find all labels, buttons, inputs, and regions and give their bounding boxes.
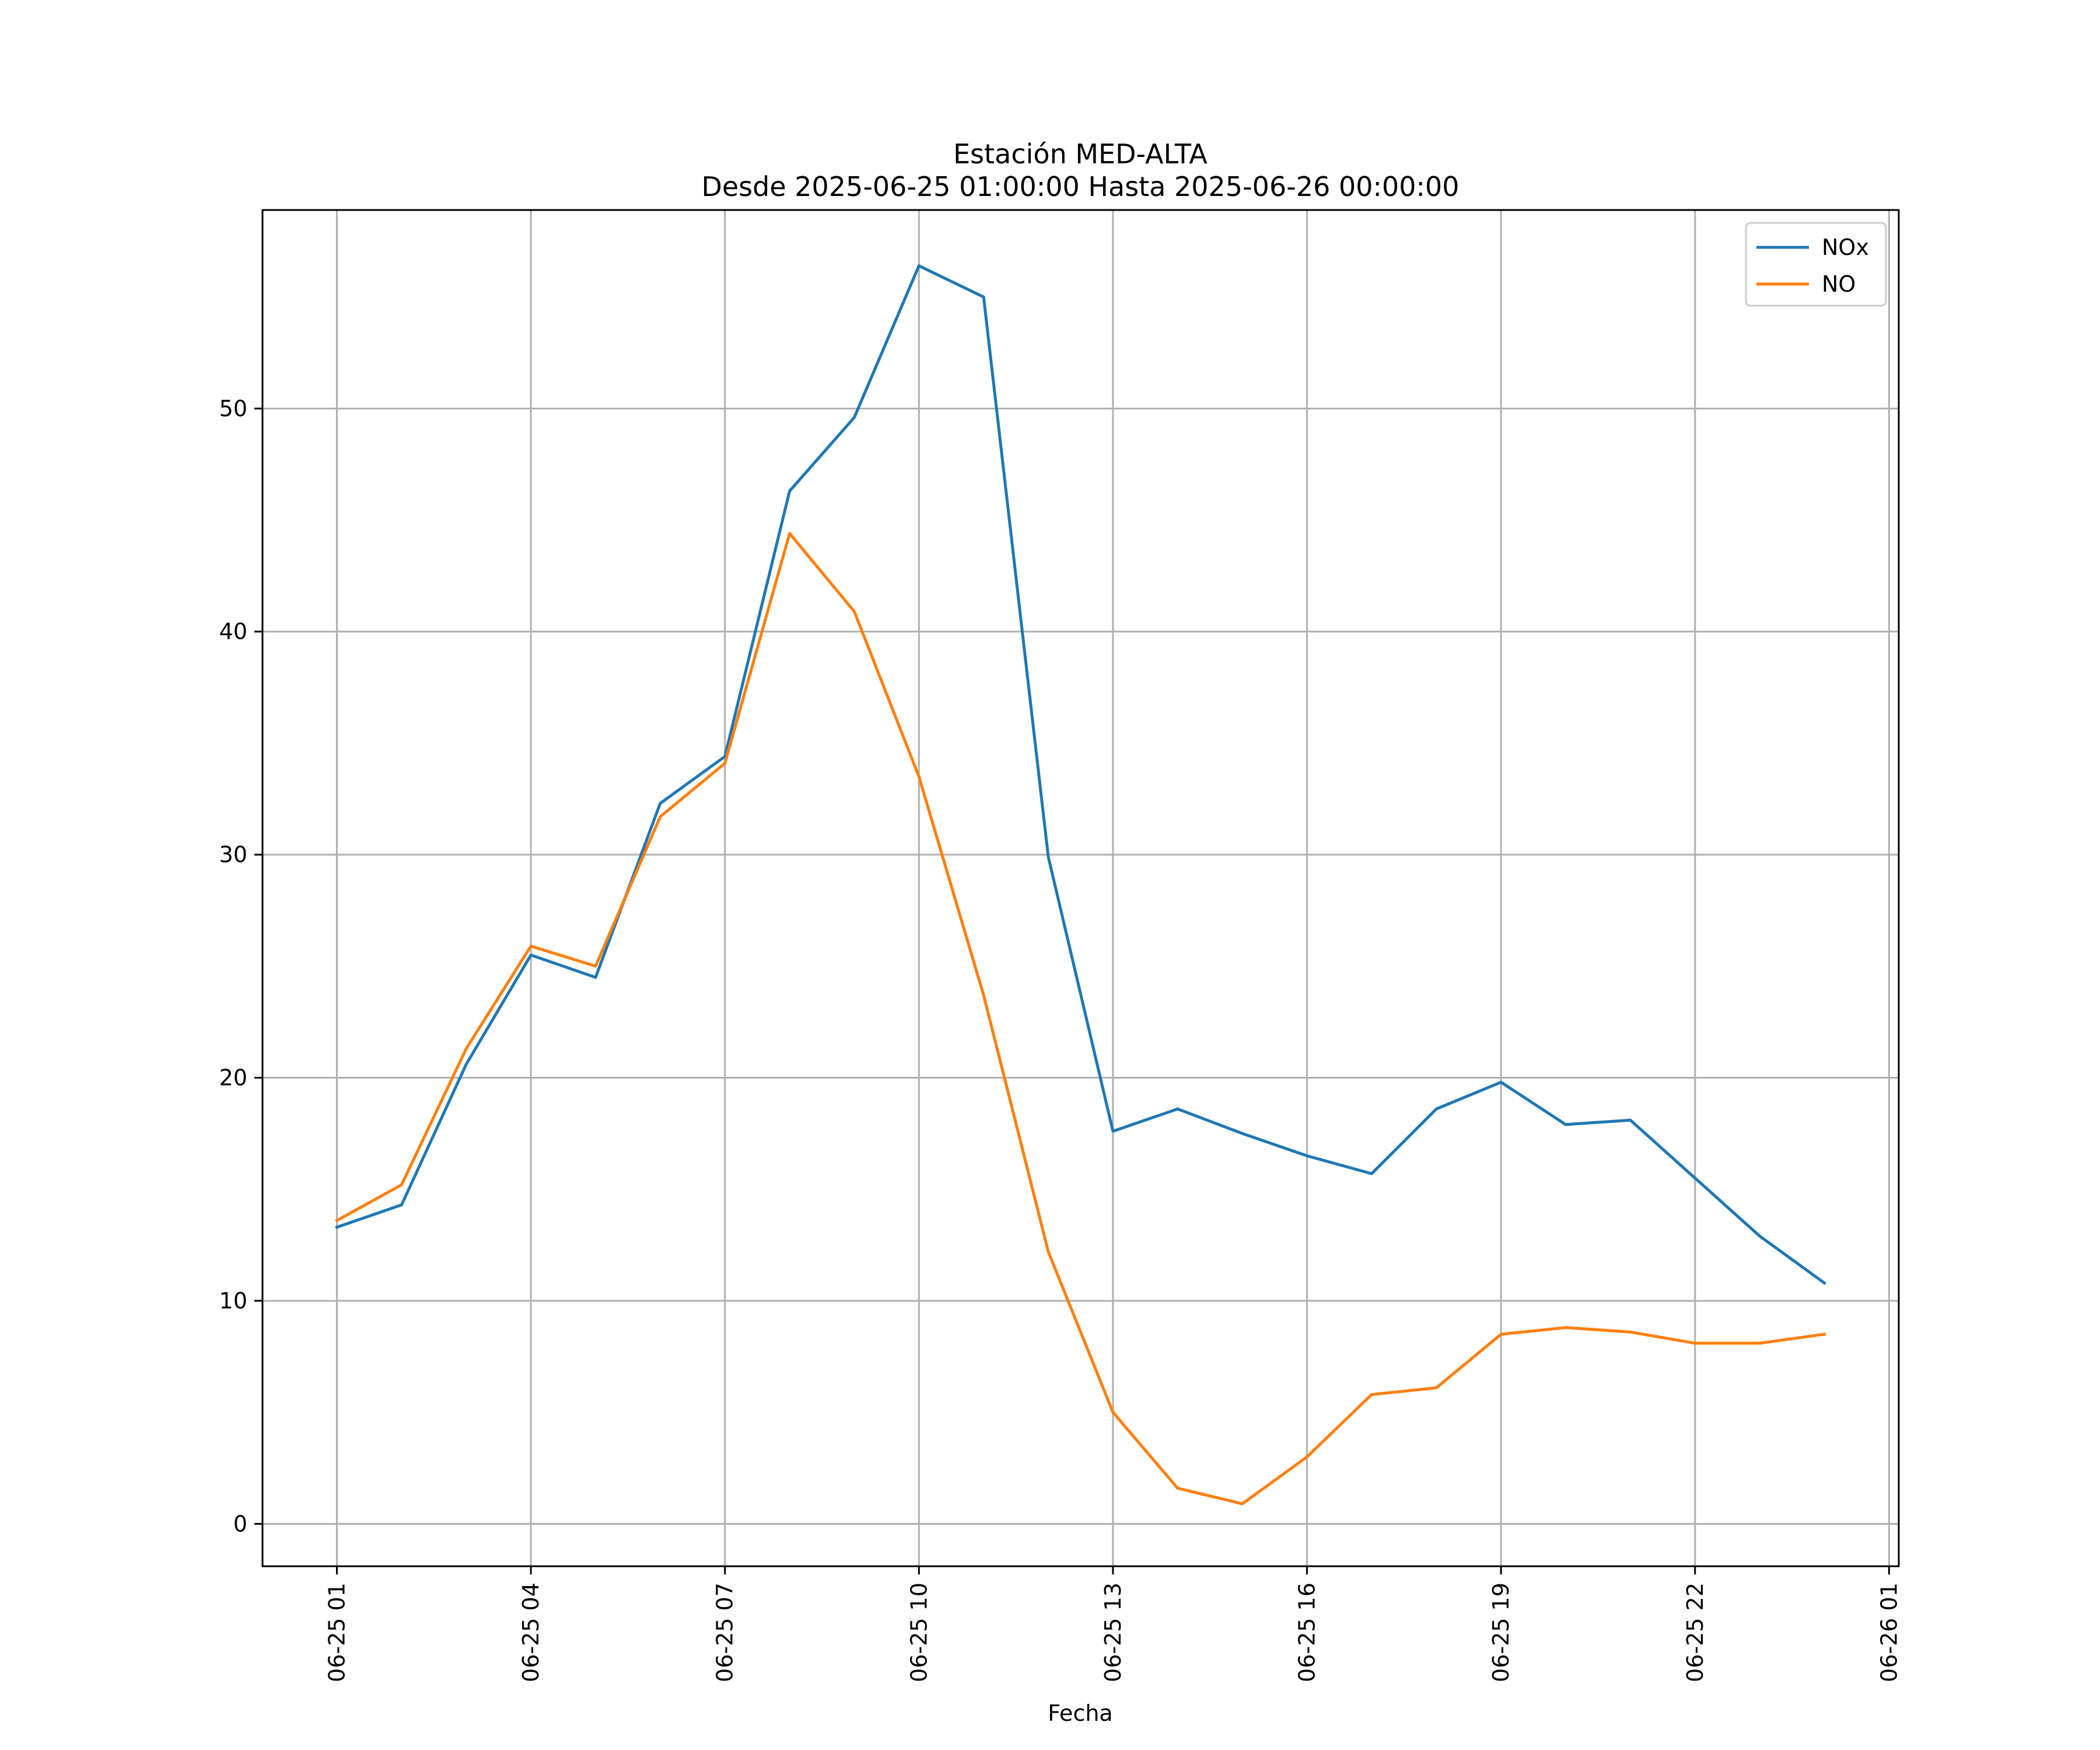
- y-tick-label: 20: [219, 1065, 247, 1091]
- x-tick-label: 06-26 01: [1876, 1583, 1902, 1682]
- grid-lines: [262, 210, 1899, 1566]
- y-tick-label: 50: [219, 396, 247, 421]
- y-axis-ticks: 0 10 20 30 40 50: [219, 396, 262, 1536]
- plot-area-frame: [261, 209, 1900, 1567]
- legend-label: NO: [1822, 271, 1856, 297]
- series-line-nox: [335, 264, 1826, 1285]
- legend-label: NOx: [1822, 235, 1869, 260]
- series-lines: [335, 264, 1826, 1506]
- x-tick-label: 06-25 01: [324, 1583, 350, 1682]
- legend: NOx NO: [1745, 222, 1887, 307]
- x-tick-label: 06-25 10: [906, 1583, 932, 1682]
- x-axis-label: Fecha: [1048, 1700, 1112, 1726]
- series-line-no: [335, 532, 1826, 1506]
- x-tick-label: 06-25 04: [518, 1583, 544, 1682]
- y-tick-label: 10: [219, 1288, 247, 1314]
- x-tick-label: 06-25 13: [1100, 1583, 1126, 1682]
- y-tick-label: 0: [233, 1511, 247, 1536]
- x-axis-ticks: 06-25 01 06-25 04 06-25 07 06-25 10 06-25 13…: [324, 1566, 1902, 1682]
- x-tick-label: 06-25 22: [1682, 1583, 1708, 1682]
- x-tick-label: 06-25 19: [1488, 1583, 1514, 1682]
- x-tick-label: 06-25 07: [712, 1583, 738, 1682]
- chart-title: Estación MED-ALTA: [953, 138, 1208, 170]
- chart-subtitle: Desde 2025-06-25 01:00:00 Hasta 2025-06-…: [701, 171, 1459, 202]
- y-tick-label: 40: [219, 619, 247, 645]
- y-tick-label: 30: [219, 842, 247, 867]
- x-tick-label: 06-25 16: [1294, 1583, 1320, 1682]
